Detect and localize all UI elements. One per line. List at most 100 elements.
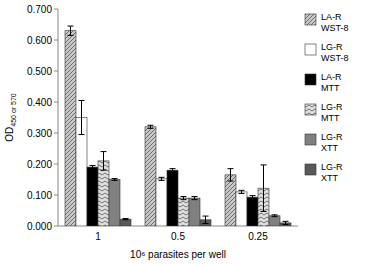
legend-swatch [305,134,316,145]
legend-line: XTT [321,173,339,183]
y-tick-label: 0.300 [27,128,52,139]
y-tick [54,40,58,41]
error-cap [203,223,209,224]
bar [145,127,156,226]
error-bar [148,125,154,128]
y-tick-label: 0.700 [27,4,52,15]
y-tick-label: 0.000 [27,221,52,232]
error-bar [123,219,129,220]
legend-label: LA-R MTT [321,72,344,93]
legend-swatch [305,164,316,175]
error-line [263,165,264,212]
error-cap [68,26,74,27]
legend-line: LG-R [321,102,345,112]
y-tick [54,164,58,165]
legend-line: LA-R [321,12,344,22]
legend-line: WST-8 [321,23,349,33]
error-bar [239,190,245,193]
error-cap [170,171,176,172]
legend-label: LG-R WST-8 [321,42,349,63]
y-tick [54,71,58,72]
y-tick [54,195,58,196]
bar [178,198,189,226]
error-bar [170,169,176,172]
legend-line: MTT [321,113,340,123]
error-line [81,100,82,134]
error-bar [192,197,198,200]
error-cap [203,216,209,217]
error-bar [181,197,187,200]
bars [65,26,291,226]
error-cap [101,170,107,171]
error-cap [250,195,256,196]
error-cap [79,100,85,101]
error-cap [239,193,245,194]
bar [65,31,76,226]
error-cap [123,219,129,220]
bar [98,161,109,226]
error-cap [272,216,278,217]
bar [109,180,120,227]
error-bar [90,166,96,169]
error-cap [148,128,154,129]
y-tick-label: 0.600 [27,35,52,46]
error-line [70,26,71,35]
error-line [205,216,206,223]
error-cap [181,199,187,200]
legend-label: LG-R XTT [321,162,345,183]
legend-line: LG-R [321,42,345,52]
legend-line: XTT [321,143,339,153]
error-bar [68,26,74,35]
bar [87,167,98,226]
legend-line: WST-8 [321,53,349,63]
error-cap [90,168,96,169]
error-cap [228,168,234,169]
x-axis-label: 10⁶ parasites per well [130,249,226,260]
error-cap [112,180,118,181]
y-label-main: OD [4,127,15,142]
x-tick-label: 1 [95,231,101,242]
legend-line: MTT [321,83,340,93]
error-cap [101,151,107,152]
legend-label: LG-R XTT [321,132,345,153]
error-cap [181,196,187,197]
error-cap [148,125,154,126]
error-cap [250,198,256,199]
y-axis-label: OD450 or 570 [4,93,17,142]
legend-line: LA-R [321,72,344,82]
y-tick-label: 0.400 [27,97,52,108]
error-cap [192,196,198,197]
error-line [230,169,231,181]
y-tick-label: 0.200 [27,159,52,170]
legend-label: LA-R WST-8 [321,12,349,33]
error-bar [79,100,85,134]
bar [247,197,258,226]
error-bar [250,196,256,199]
error-line [103,152,104,171]
error-cap [68,35,74,36]
error-cap [228,181,234,182]
error-bar [203,216,209,223]
bar [269,216,280,226]
error-cap [283,224,289,225]
error-cap [239,190,245,191]
error-cap [170,168,176,169]
error-bar [261,165,267,212]
bar [189,198,200,226]
error-bar [159,177,165,180]
error-cap [261,211,267,212]
bar [120,219,131,226]
error-cap [112,178,118,179]
y-label-sub: 450 or 570 [10,93,17,127]
legend-swatch [305,44,316,55]
error-bar [283,221,289,224]
y-tick [54,9,58,10]
y-tick [54,133,58,134]
error-cap [79,134,85,135]
bar [156,179,167,226]
error-cap [261,164,267,165]
y-axis [58,9,59,226]
y-tick [54,226,58,227]
error-bar [101,152,107,171]
error-bar [272,215,278,217]
